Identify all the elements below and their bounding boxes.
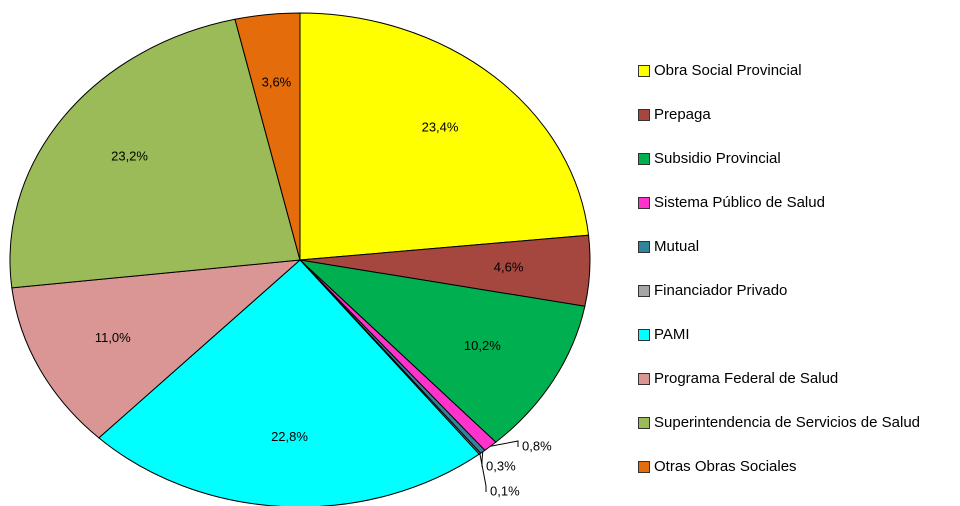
legend-label: Subsidio Provincial (654, 150, 781, 167)
legend-swatch (638, 417, 650, 429)
legend-swatch (638, 153, 650, 165)
legend-item: Mutual (638, 238, 958, 255)
legend-label: Prepaga (654, 106, 711, 123)
data-label: 10,2% (464, 338, 501, 353)
legend-item: Prepaga (638, 106, 958, 123)
legend-swatch (638, 109, 650, 121)
data-label: 11,0% (95, 330, 131, 345)
pie-slice (299, 12, 590, 261)
pie-slice (298, 259, 586, 443)
legend-item: Subsidio Provincial (638, 150, 958, 167)
pie-slice (9, 18, 301, 289)
legend-label: Sistema Público de Salud (654, 194, 825, 211)
data-label: 22,8% (271, 429, 308, 444)
legend-item: Obra Social Provincial (638, 62, 958, 79)
leader-line (479, 453, 487, 492)
legend-label: PAMI (654, 326, 690, 343)
legend-swatch (638, 65, 650, 77)
data-label: 0,1% (490, 483, 520, 498)
data-label: 3,6% (262, 75, 292, 90)
legend-label: Financiador Privado (654, 282, 788, 299)
legend-item: Superintendencia de Servicios de Salud (638, 414, 958, 431)
legend-item: Financiador Privado (638, 282, 958, 299)
legend-swatch (638, 461, 650, 473)
legend-label: Programa Federal de Salud (654, 370, 839, 387)
pie-slice (234, 12, 301, 261)
legend-swatch (638, 241, 650, 253)
legend-label: Otras Obras Sociales (654, 458, 797, 475)
pie-area: 23,4% 4,6% 10,2% 0,8% 0,3% 0,1% 22,8% 11,0% 23,2… (9, 12, 591, 506)
pie-slice (11, 259, 302, 439)
leader-line (490, 440, 519, 447)
pie-slice (98, 259, 480, 506)
data-label: 23,4% (422, 120, 459, 135)
legend-swatch (638, 197, 650, 209)
data-label: 4,6% (494, 259, 524, 274)
legend-swatch (638, 373, 650, 385)
data-label: 0,8% (522, 438, 552, 453)
data-label: 0,3% (486, 458, 516, 473)
legend-swatch (638, 329, 650, 341)
legend-label: Mutual (654, 238, 700, 255)
legend-item: Otras Obras Sociales (638, 458, 958, 475)
legend-label: Superintendencia de Servicios de Salud (654, 414, 921, 431)
legend-swatch (638, 285, 650, 297)
data-label: 23,2% (111, 149, 148, 164)
legend-item: Sistema Público de Salud (638, 194, 958, 211)
legend-item: PAMI (638, 326, 958, 343)
legend-label: Obra Social Provincial (654, 62, 802, 79)
legend-item: Programa Federal de Salud (638, 370, 958, 387)
